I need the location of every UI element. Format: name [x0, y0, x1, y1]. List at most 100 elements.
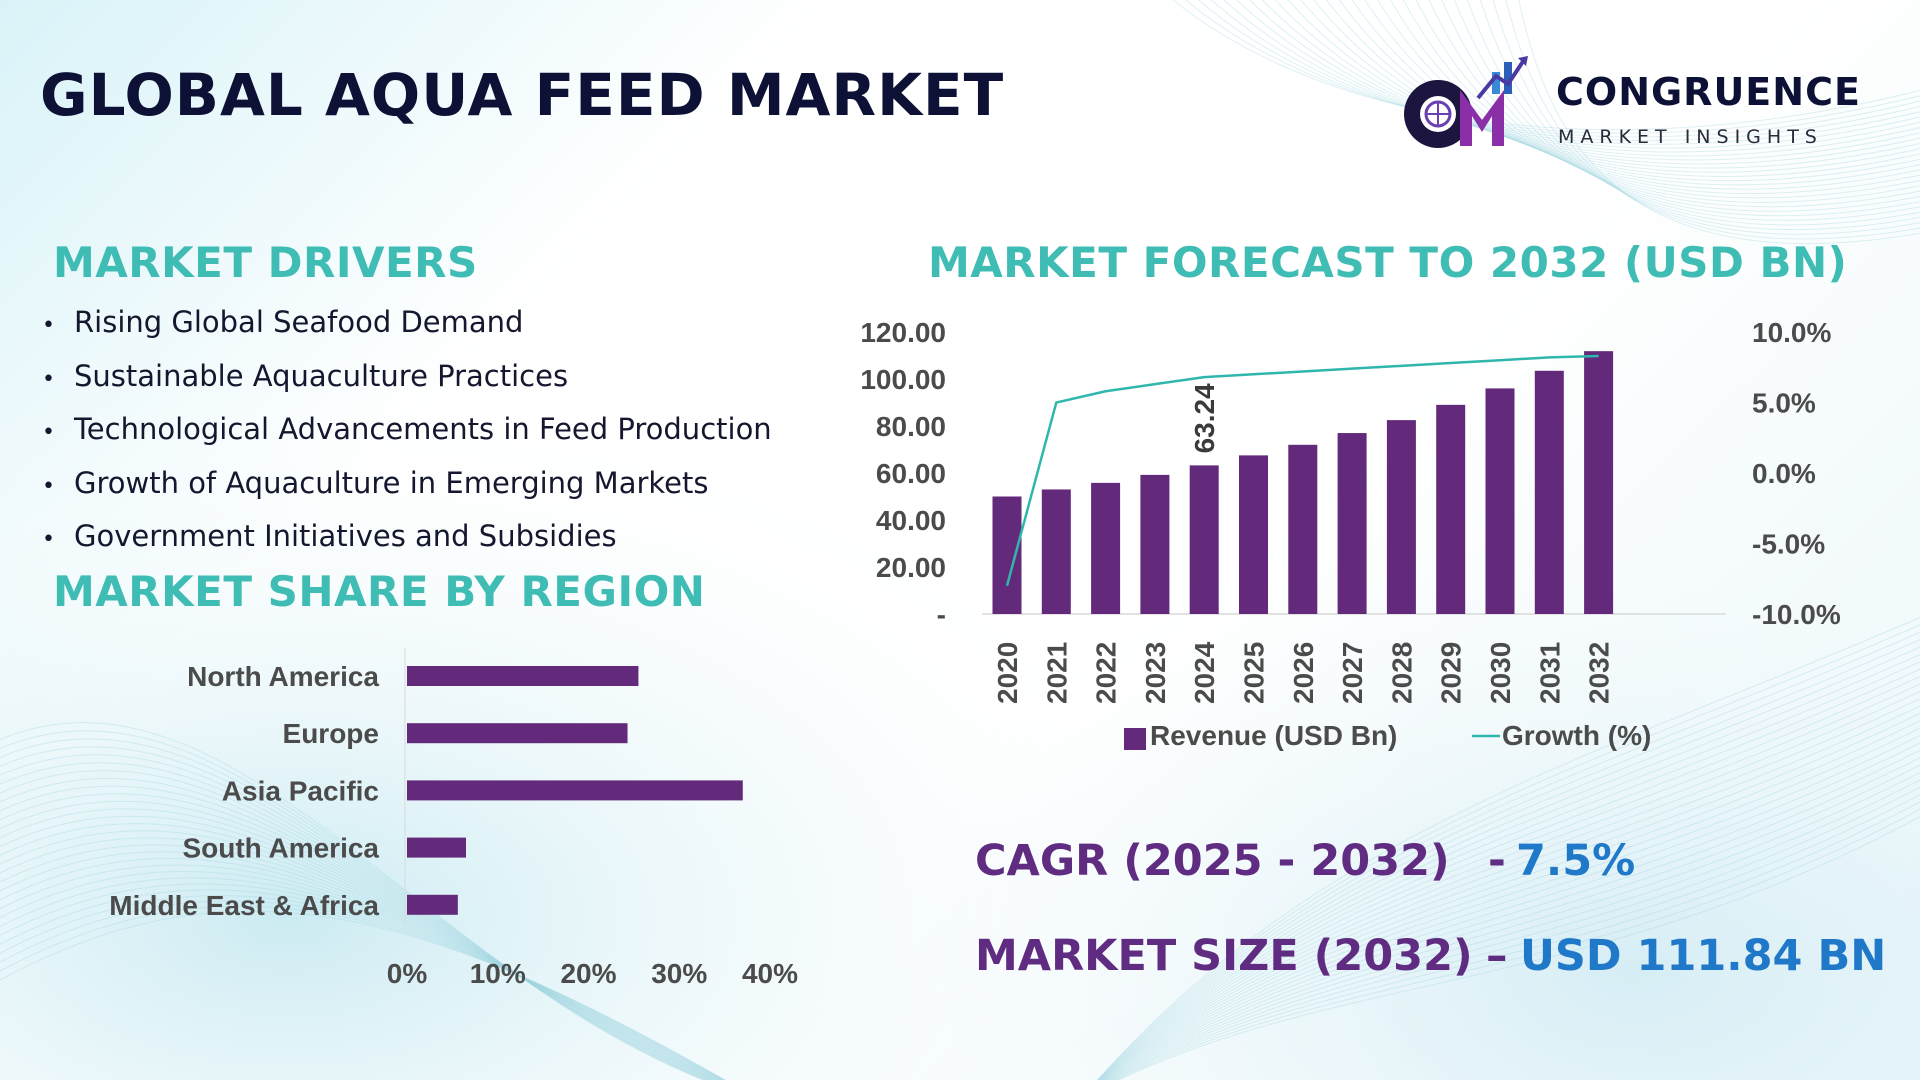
swirl-line [0, 894, 725, 1080]
region-category-label: Middle East & Africa [109, 890, 379, 921]
swirl-line [1116, 808, 1920, 1080]
x-category-label: 2023 [1140, 642, 1171, 704]
legend-revenue-label: Revenue (USD Bn) [1150, 720, 1397, 751]
y-right-tick-label: 5.0% [1752, 388, 1816, 419]
swirl-line [1326, 0, 1920, 177]
revenue-bar [1337, 433, 1367, 614]
region-category-label: South America [182, 833, 379, 864]
swirl-line [1100, 683, 1920, 1080]
cagr-label: CAGR (2025 - 2032) [975, 836, 1450, 886]
swirl-line [1300, 0, 1920, 169]
x-tick-label: 20% [560, 958, 616, 989]
market-share-region-heading: MARKET SHARE BY REGION [53, 567, 706, 616]
revenue-bar [992, 496, 1022, 614]
congruence-logo-icon [1404, 56, 1528, 148]
y-left-tick-label: - [937, 599, 946, 630]
swirl-line [1479, 0, 1920, 231]
swirl-line [0, 858, 721, 1080]
swirl-line [1106, 749, 1920, 1080]
swirl-line [1313, 0, 1920, 173]
swirl-line [1441, 0, 1920, 217]
x-category-label: 2032 [1584, 642, 1615, 704]
legend-growth-label: Growth (%) [1502, 720, 1651, 751]
swirl-line [1096, 616, 1920, 1080]
market-size-label: MARKET SIZE (2032) [975, 931, 1473, 981]
revenue-bar [1140, 474, 1170, 614]
swirl-line [1099, 661, 1920, 1080]
swirl-line [0, 877, 723, 1080]
bullet-icon: • [42, 527, 55, 552]
swirl-line [1518, 0, 1920, 244]
swirl-line [0, 754, 709, 1080]
swirl-line [1415, 0, 1920, 208]
swirl-line [0, 910, 727, 1080]
swirl-line [1390, 0, 1920, 199]
region-category-label: Europe [283, 718, 379, 749]
driver-item: • Government Initiatives and Subsidies [42, 514, 772, 568]
swirl-line [1099, 668, 1920, 1080]
cagr-separator: - [1488, 836, 1506, 886]
swirl-line [1402, 0, 1920, 203]
swirl-line [0, 851, 720, 1080]
region-share-bar-chart: North America Europe Asia Pacific South Ame… [109, 648, 798, 989]
driver-item: • Rising Global Seafood Demand [42, 300, 772, 354]
revenue-bar [1485, 388, 1515, 614]
market-drivers-heading: MARKET DRIVERS [53, 238, 478, 287]
swirl-line [1103, 720, 1920, 1080]
swirl-line [1097, 631, 1920, 1080]
swirl-line [1364, 0, 1920, 190]
swirl-line [1098, 646, 1920, 1080]
bullet-icon: • [42, 473, 55, 499]
driver-item-label: Government Initiatives and Subsidies [74, 519, 617, 553]
swirl-line [0, 905, 726, 1080]
swirl-line [1108, 764, 1920, 1080]
region-category-label: Asia Pacific [222, 775, 379, 806]
y-right-tick-label: 10.0% [1752, 317, 1831, 348]
swirl-line [1114, 801, 1920, 1080]
swirl-line [0, 864, 722, 1080]
swirl-line [0, 815, 717, 1080]
x-category-label: 2031 [1534, 642, 1565, 704]
market-size-value: USD 111.84 BN [1520, 931, 1887, 981]
swirl-line [0, 883, 724, 1080]
swirl-line [0, 762, 710, 1080]
revenue-bar [1436, 404, 1466, 614]
swirl-line [1274, 0, 1920, 161]
y-left-tick-label: 60.00 [876, 458, 946, 489]
market-forecast-heading: MARKET FORECAST TO 2032 (USD BN) [928, 238, 1848, 287]
swirl-line [1111, 786, 1920, 1080]
x-tick-label: 0% [387, 958, 428, 989]
swirl-line [0, 889, 724, 1080]
revenue-bar [1584, 351, 1614, 614]
y-left-tick-label: 80.00 [876, 411, 946, 442]
swirl-line [1428, 0, 1920, 212]
bullet-icon: • [42, 313, 55, 338]
cagr-value: 7.5% [1516, 836, 1636, 886]
swirl-line [1097, 624, 1920, 1080]
swirl-line [0, 830, 718, 1080]
swirl-line [1101, 698, 1920, 1080]
logo-tagline: MARKET INSIGHTS [1558, 126, 1823, 148]
y-left-tick-label: 40.00 [876, 505, 946, 536]
swirl-line [0, 871, 722, 1080]
swirl-line [1117, 816, 1920, 1080]
x-category-label: 2026 [1288, 642, 1319, 704]
swirl-line [1377, 0, 1920, 195]
driver-item-label: Technological Advancements in Feed Produ… [74, 412, 772, 446]
swirl-line [1505, 0, 1920, 240]
y-right-tick-label: -5.0% [1752, 529, 1825, 560]
revenue-bar [1288, 444, 1318, 614]
y-right-tick-label: 0.0% [1752, 458, 1816, 489]
x-category-label: 2024 [1189, 641, 1220, 704]
swirl-line [1287, 0, 1920, 165]
driver-item-label: Sustainable Aquaculture Practices [74, 358, 569, 393]
x-tick-label: 30% [651, 958, 707, 989]
swirl-line [0, 793, 714, 1080]
swirl-line [1104, 727, 1920, 1080]
region-bar [407, 837, 466, 858]
revenue-data-label: 63.24 [1189, 383, 1220, 453]
swirl-line [0, 778, 712, 1080]
market-size-separator: – [1486, 931, 1508, 981]
swirl-line [1338, 0, 1920, 182]
market-forecast-combo-chart: - 20.00 40.00 60.00 80.00 100.00 120.00 -10.0% -… [860, 317, 1840, 751]
